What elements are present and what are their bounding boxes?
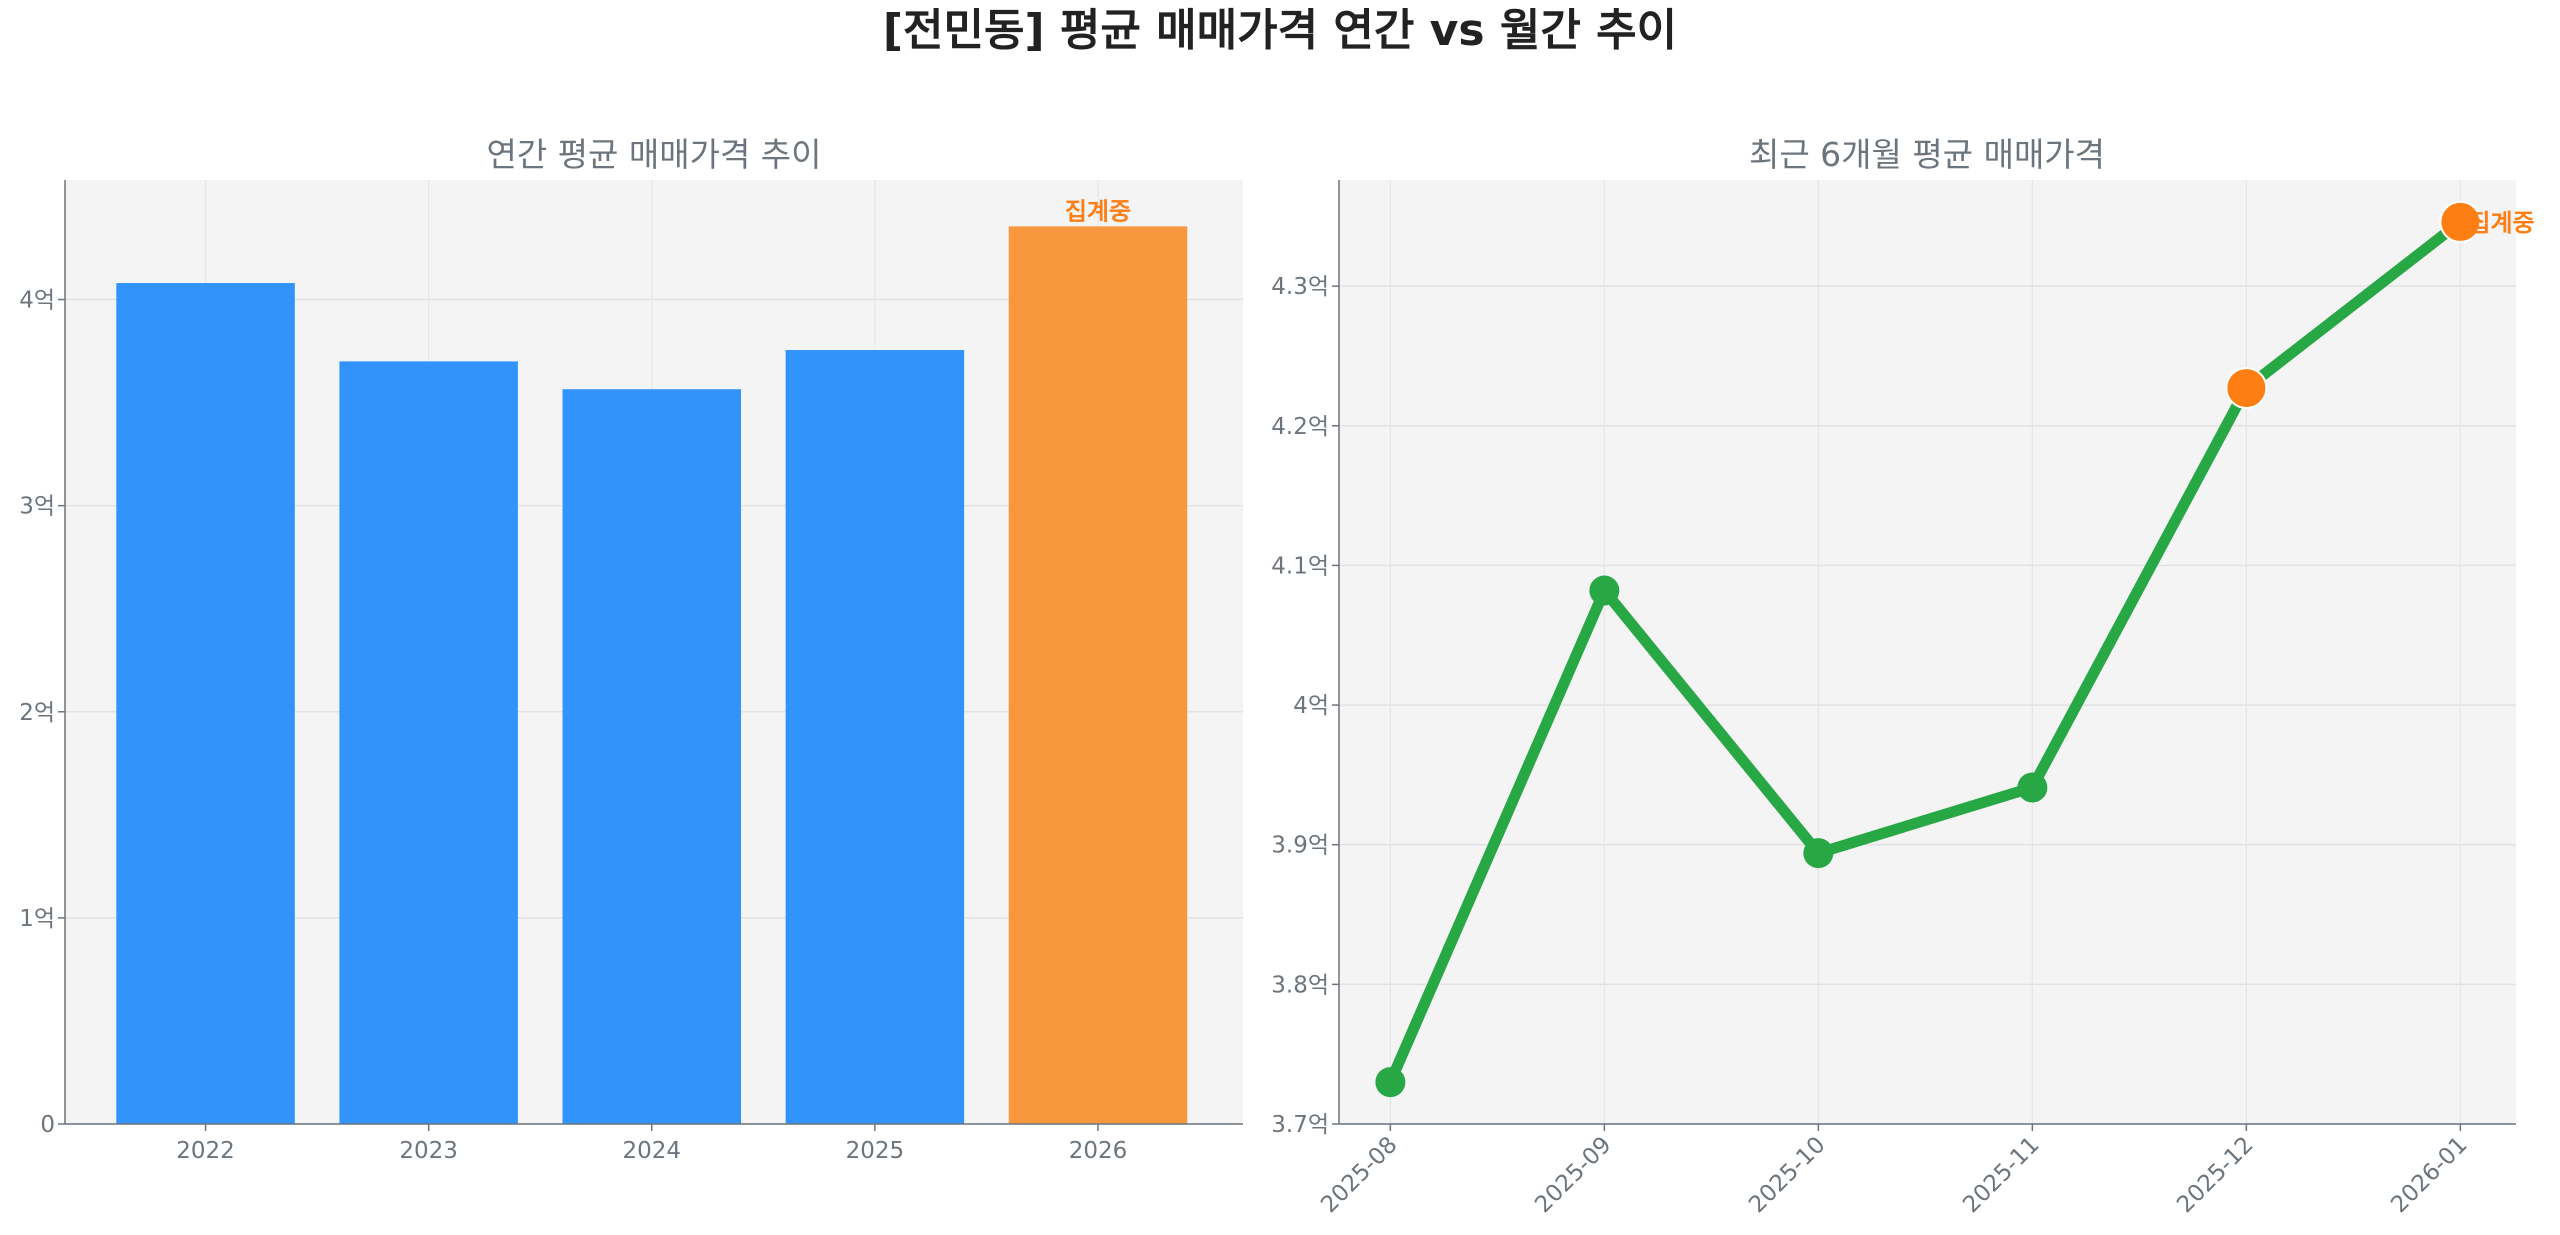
y-tick-label: 3.8억: [1271, 972, 1329, 998]
price-line: [1384, 216, 2466, 1088]
y-tick-label: 4.3억: [1271, 274, 1329, 300]
y-tick-label: 4.2억: [1271, 414, 1329, 440]
x-tick-label: 2025-08: [1316, 1132, 1402, 1218]
point-2025-09: [1589, 575, 1620, 606]
point-annotation: 집계중: [2468, 209, 2534, 237]
y-tick-label: 3.9억: [1271, 833, 1329, 859]
bar-annotation: 집계중: [1065, 197, 1131, 225]
x-tick-label: 2025: [846, 1138, 905, 1164]
point-2025-11: [2017, 772, 2048, 803]
y-tick-label: 1억: [19, 906, 55, 932]
x-tick-label: 2025-12: [2172, 1132, 2258, 1218]
monthly-line-chart: 3.7억 3.8억 3.9억 4억 4.1억 4.2억 4.3억 2025-08 2025-09…: [1271, 180, 2535, 1218]
bar-2023: [339, 361, 518, 1125]
y-tick-label: 3억: [19, 494, 55, 520]
x-tick-label: 2025-11: [1958, 1132, 2044, 1218]
point-2025-08: [1375, 1067, 1406, 1098]
point-2026-01: [2439, 200, 2482, 243]
y-tick-label: 2억: [19, 700, 55, 726]
bar-2022: [116, 283, 295, 1124]
point-2025-10: [1803, 838, 1834, 869]
bar-2025: [785, 350, 965, 1124]
y-tick-label: 4.1억: [1271, 553, 1329, 579]
right-chart-title: 최근 6개월 평균 매매가격: [1749, 135, 2105, 174]
y-tick-label: 4억: [1293, 693, 1329, 719]
left-chart-title: 연간 평균 매매가격 추이: [486, 135, 821, 174]
x-tick-label: 2024: [622, 1138, 681, 1164]
x-tick-label: 2025-09: [1530, 1132, 1616, 1218]
bar-2026: [1008, 226, 1188, 1124]
figure-title: [전민동] 평균 매매가격 연간 vs 월간 추이: [883, 5, 1677, 56]
point-2025-12: [2225, 367, 2268, 410]
bar-2024: [562, 389, 742, 1125]
y-tick-label: 3.7억: [1271, 1112, 1329, 1138]
x-tick-label: 2025-10: [1744, 1132, 1830, 1218]
annual-bar-chart: 0 1억 2억 3억 4억 2022 2023 2024 2025 2026 집계중: [19, 180, 1243, 1164]
x-tick-label: 2022: [176, 1138, 235, 1164]
y-tick-label: 0: [40, 1112, 55, 1138]
x-tick-label: 2026: [1069, 1138, 1128, 1164]
x-tick-label: 2026-01: [2386, 1132, 2472, 1218]
x-tick-label: 2023: [399, 1138, 458, 1164]
y-tick-label: 4억: [19, 288, 55, 314]
